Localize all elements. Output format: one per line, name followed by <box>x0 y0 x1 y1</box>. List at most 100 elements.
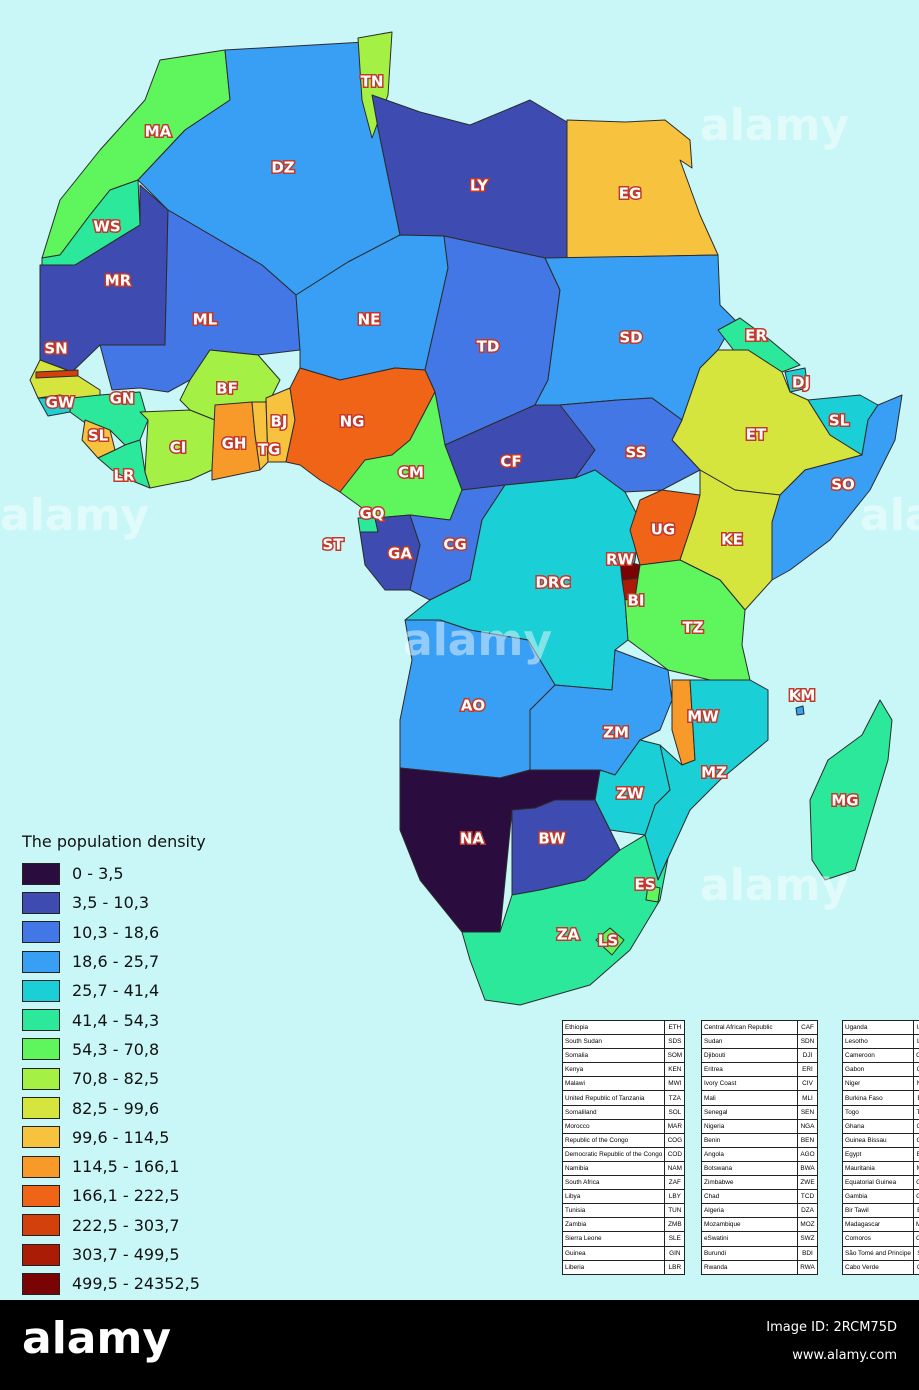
country-name-cell: Sierra Leone <box>561 1231 666 1247</box>
label-gn: GN <box>110 390 135 408</box>
label-eg: EG <box>619 185 642 203</box>
label-st: ST <box>322 536 344 554</box>
country-name-cell: Niger <box>842 1076 914 1092</box>
country-name-cell: Tunisia <box>561 1203 666 1219</box>
country-name-cell: Mauritania <box>842 1160 914 1177</box>
country-code-cell: DJI <box>797 1048 818 1064</box>
country-name-cell: Mali <box>701 1090 798 1106</box>
country-name-cell: Kenya <box>561 1062 666 1078</box>
label-ly: LY <box>470 177 489 195</box>
country-name-cell: Mozambique <box>701 1217 798 1233</box>
label-dz: DZ <box>271 159 294 177</box>
country-code-cell: BWA <box>797 1160 818 1177</box>
label-dj: DJ <box>792 374 810 392</box>
table-row: GabonGAB <box>842 1062 919 1078</box>
country-code-table: Central African Republic CAF Sudan SDN Djibo… <box>701 1019 818 1275</box>
watermark-logo: alamy <box>0 490 149 541</box>
country-name-cell: Senegal <box>701 1104 798 1120</box>
label-tg: TG <box>258 441 281 459</box>
country-code-cell: GIN <box>664 1245 686 1261</box>
legend-swatch <box>22 1184 60 1207</box>
country-name-cell: Algeria <box>701 1203 798 1219</box>
legend-item: 222,5 - 303,7 <box>22 1211 262 1240</box>
table-row: CameroonCMR <box>842 1048 919 1064</box>
legend-item: 54,3 - 70,8 <box>22 1035 262 1064</box>
legend-item: 303,7 - 499,5 <box>22 1240 262 1269</box>
country-zambia <box>529 649 673 776</box>
country-code-cell: AGO <box>797 1146 818 1162</box>
label-bj: BJ <box>270 413 287 431</box>
country-name-cell: Morocco <box>561 1118 666 1134</box>
country-code-cell: SEN <box>797 1104 818 1120</box>
legend-item: 18,6 - 25,7 <box>22 947 262 976</box>
country-name-cell: Sudan <box>701 1034 798 1050</box>
country-code-cell: EGY <box>912 1146 919 1162</box>
country-name-cell: Burkina Faso <box>842 1090 914 1106</box>
table-row: TogoTGO <box>842 1104 919 1120</box>
table-row: GhanaGHA <box>842 1118 919 1134</box>
table-row: Sierra Leone SLE <box>561 1231 686 1247</box>
country-name-cell: Democratic Republic of the Congo <box>561 1146 666 1162</box>
footer-bar <box>0 1300 919 1390</box>
country-code-cell: SDN <box>797 1034 818 1050</box>
watermark-logo: alamy <box>700 860 849 911</box>
country-code-cell: STP <box>912 1245 919 1261</box>
legend-swatch <box>22 950 60 973</box>
label-td: TD <box>477 338 500 356</box>
country-code-cell: LBR <box>664 1259 686 1275</box>
label-tn: TN <box>361 73 384 91</box>
country-code-cell: MLI <box>797 1090 818 1106</box>
table-row: LesothoLSO <box>842 1034 919 1050</box>
label-km: KM <box>789 687 816 705</box>
country-code-cell: SWZ <box>797 1231 818 1247</box>
country-name-cell: Djibouti <box>701 1048 798 1064</box>
table-row: Cabo VerdeCPV <box>842 1259 919 1275</box>
country-name-cell: Gabon <box>842 1062 914 1078</box>
legend-title: The population density <box>22 832 206 851</box>
country-egypt <box>566 119 719 259</box>
country-togo <box>251 401 269 471</box>
country-code-cell: DZA <box>797 1203 818 1219</box>
country-code-cell: TGO <box>912 1104 919 1120</box>
country-name-cell: São Tomé and Principe <box>842 1245 914 1261</box>
country-code-cell: CIV <box>797 1076 818 1092</box>
table-row: Libya LBY <box>561 1189 686 1205</box>
legend-label: 99,6 - 114,5 <box>72 1127 170 1147</box>
country-south-sudan <box>559 397 701 493</box>
table-row: Kenya KEN <box>561 1062 686 1078</box>
legend-item: 70,8 - 82,5 <box>22 1064 262 1093</box>
country-code-cell: MAR <box>664 1118 686 1134</box>
country-name-cell: South Sudan <box>561 1034 666 1050</box>
label-bi: BI <box>627 592 644 610</box>
legend-label: 222,5 - 303,7 <box>72 1215 180 1235</box>
table-row: Liberia LBR <box>561 1259 686 1275</box>
country-name-cell: Burundi <box>701 1245 798 1261</box>
label-na: NA <box>460 830 485 848</box>
country-tanzania <box>624 559 751 681</box>
table-row: MadagascarMDG <box>842 1217 919 1233</box>
brand-logo: alamy <box>22 1313 171 1364</box>
country-code-cell: ETH <box>664 1019 686 1036</box>
country-code-cell: GNQ <box>912 1175 919 1191</box>
table-row: Rwanda RWA <box>701 1259 818 1275</box>
legend-item: 499,5 - 24352,5 <box>22 1269 262 1298</box>
country-code-cell: RWA <box>797 1259 818 1275</box>
table-row: Angola AGO <box>701 1146 818 1162</box>
label-ma: MA <box>145 123 172 141</box>
label-mr: MR <box>105 272 132 290</box>
label-so: SO <box>831 476 855 494</box>
legend-swatch <box>22 1067 60 1090</box>
label-sl: SL <box>88 427 109 445</box>
legend-item: 0 - 3,5 <box>22 859 262 888</box>
table-row: Eritrea ERI <box>701 1062 818 1078</box>
watermark-logo: alamy <box>700 100 849 151</box>
label-ao: AO <box>461 697 485 715</box>
label-sd: SD <box>619 329 642 347</box>
legend-swatch <box>22 921 60 944</box>
country-name-cell: Lesotho <box>842 1034 914 1050</box>
watermark-logo: alamy <box>860 490 919 541</box>
country-code-cell: KEN <box>664 1062 686 1078</box>
country-name-cell: Bir Tawil <box>842 1203 914 1219</box>
country-code-cell: COG <box>664 1132 686 1148</box>
country-south-africa <box>461 834 669 1006</box>
